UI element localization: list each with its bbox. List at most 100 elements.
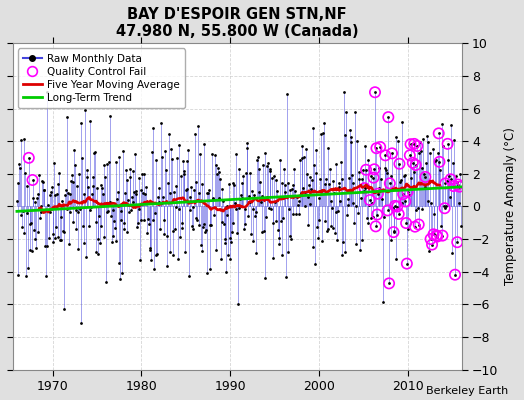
Point: [359, 188, 368, 194]
Point: [50, 235, 59, 241]
Point: [441, 180, 450, 187]
Point: [242, 170, 250, 176]
Point: [89, 174, 97, 180]
Point: [374, 190, 382, 197]
Point: [190, 187, 198, 194]
Point: [250, 191, 258, 198]
Point: [263, 193, 271, 200]
Point: [194, 222, 203, 228]
Point: [332, 161, 340, 167]
Point: [402, 220, 410, 226]
Point: [366, 197, 374, 203]
Point: [419, 136, 428, 142]
Point: [263, 163, 271, 170]
Point: [255, 166, 263, 173]
Text: Berkeley Earth: Berkeley Earth: [426, 386, 508, 396]
Point: [111, 238, 119, 244]
Point: [406, 152, 414, 158]
Point: [107, 212, 115, 219]
Point: [125, 174, 134, 180]
Point: [126, 166, 135, 172]
Point: [434, 130, 443, 136]
Point: [73, 182, 81, 189]
Point: [221, 240, 230, 246]
Point: [236, 196, 244, 202]
Point: [282, 91, 291, 97]
Point: [134, 206, 143, 212]
Point: [91, 149, 99, 155]
Point: [431, 158, 439, 164]
Point: [410, 141, 419, 147]
Point: [114, 189, 122, 196]
Point: [428, 242, 436, 248]
Point: [324, 145, 332, 151]
Point: [365, 201, 373, 208]
Point: [261, 275, 269, 281]
Point: [108, 207, 117, 213]
Point: [59, 228, 67, 235]
Point: [154, 194, 162, 200]
Point: [75, 171, 83, 178]
Point: [32, 245, 40, 251]
Point: [414, 204, 422, 211]
Point: [423, 139, 432, 145]
Point: [443, 141, 452, 147]
Point: [334, 180, 343, 186]
Point: [420, 171, 428, 178]
Point: [144, 216, 152, 222]
Point: [24, 265, 32, 271]
Point: [198, 181, 206, 187]
Point: [280, 189, 289, 195]
Point: [204, 190, 212, 197]
Point: [185, 207, 194, 214]
Point: [16, 137, 25, 143]
Point: [136, 256, 144, 263]
Point: [30, 226, 38, 233]
Point: [287, 236, 296, 242]
Point: [111, 225, 119, 232]
Point: [293, 202, 302, 208]
Point: [16, 165, 24, 172]
Point: [13, 198, 21, 205]
Point: [373, 211, 381, 218]
Point: [369, 174, 378, 181]
Point: [149, 125, 158, 131]
Point: [225, 181, 233, 188]
Point: [310, 162, 319, 168]
Point: [353, 138, 362, 144]
Point: [268, 255, 277, 262]
Point: [216, 256, 225, 262]
Point: [178, 220, 187, 226]
Point: [326, 222, 335, 229]
Point: [404, 226, 412, 232]
Point: [300, 189, 309, 195]
Point: [417, 148, 425, 154]
Point: [82, 174, 91, 180]
Point: [28, 177, 37, 183]
Point: [453, 239, 462, 245]
Point: [308, 177, 316, 183]
Point: [218, 186, 226, 192]
Point: [309, 244, 317, 250]
Point: [320, 181, 329, 188]
Point: [350, 200, 358, 206]
Point: [106, 112, 115, 119]
Point: [130, 188, 138, 195]
Point: [50, 160, 58, 167]
Point: [184, 147, 192, 154]
Point: [388, 150, 396, 156]
Point: [337, 159, 345, 166]
Point: [264, 160, 272, 166]
Point: [346, 127, 354, 133]
Point: [105, 159, 113, 165]
Point: [429, 146, 437, 152]
Point: [307, 186, 315, 192]
Point: [173, 155, 181, 161]
Point: [301, 202, 310, 209]
Point: [418, 206, 426, 212]
Point: [311, 261, 319, 267]
Point: [432, 232, 441, 238]
Point: [247, 231, 255, 238]
Point: [444, 157, 453, 164]
Point: [250, 213, 259, 219]
